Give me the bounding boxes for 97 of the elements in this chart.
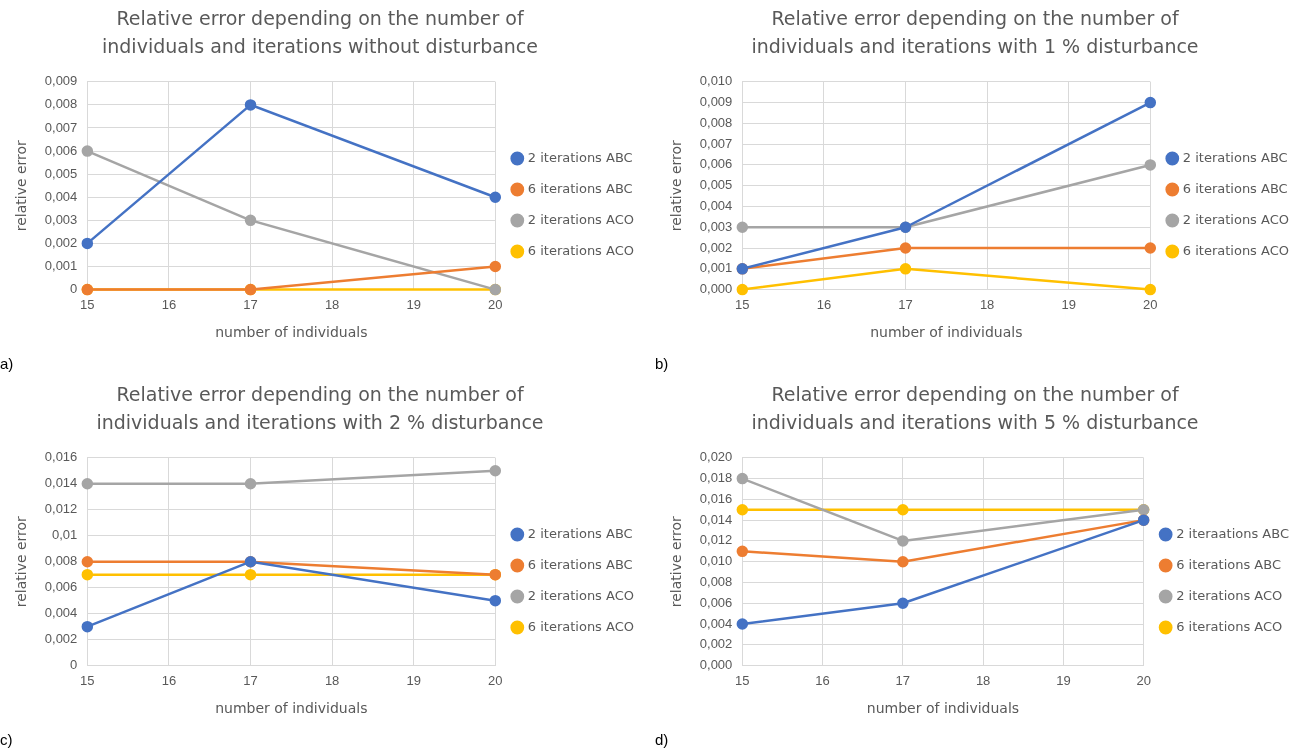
y-tick-label: 0,008 [44,553,78,569]
x-tick-label: 17 [898,296,913,312]
legend-label: 2 iterations ABC [1182,149,1288,165]
legend-label: 2 iterations ACO [1182,211,1289,227]
x-axis-title: number of individuals [215,700,368,717]
x-tick-label: 18 [324,296,340,312]
text: b) [655,355,669,372]
y-tick-label: 0,006 [44,579,78,595]
x-tick-label: 17 [243,672,258,688]
x-axis-title: number of individuals [215,324,368,341]
x-tick-label: 15 [80,296,95,312]
y-axis-title: relative error [13,139,30,232]
x-tick-label: 16 [161,296,177,312]
legend-label: 6 iterations ABC [1176,556,1282,572]
y-tick-label: 0,002 [44,631,78,647]
x-tick-label: 16 [815,672,830,688]
legend-label: 6 iterations ACO [1176,618,1283,634]
y-axis-title: relative error [13,515,30,608]
legend-label: 2 iterations ACO [527,587,634,603]
x-tick-label: 19 [1056,672,1071,688]
y-tick-label: 0,012 [699,532,733,548]
x-axis-title: number of individuals [870,324,1023,341]
y-tick-label: 0,006 [699,594,733,610]
y-tick-label: 0,008 [699,574,733,590]
y-tick-label: 0,007 [699,135,733,151]
y-tick-label: 0,010 [699,73,733,89]
y-tick-label: 0,005 [44,165,78,181]
x-tick-label: 19 [1061,296,1076,312]
y-tick-label: 0,004 [699,198,733,214]
x-tick-label: 17 [895,672,911,688]
x-tick-label: 18 [324,672,340,688]
legend-label: 2 iterations ACO [1176,587,1283,603]
y-tick-label: 0,008 [44,96,78,112]
y-tick-label: 0,006 [44,142,78,158]
x-tick-label: 16 [161,672,177,688]
y-tick-label: 0,01 [52,527,78,543]
y-tick-label: 0,007 [44,119,78,135]
y-tick-label: 0,018 [699,470,733,486]
legend-label: 6 iterations ABC [527,556,633,572]
x-tick-label: 19 [406,672,421,688]
y-tick-label: 0,016 [44,449,78,465]
legend-label: 2 iterations ABC [527,525,633,541]
y-tick-label: 0,003 [699,218,733,234]
y-tick-label: 0,010 [699,553,733,569]
y-tick-label: 0,006 [699,156,733,172]
y-tick-label: 0,001 [699,260,733,276]
chart-title: Relative error depending on the number of individuals and iterations without disturbance [101,6,539,59]
x-tick-label: 20 [1136,672,1151,688]
y-tick-label: 0,004 [44,188,78,204]
legend-label: 2 iteraations ABC [1176,525,1289,541]
x-axis-title: number of individuals [866,700,1020,717]
text: d) [655,731,669,748]
text: c) [0,731,13,748]
y-tick-label: 0,003 [44,211,78,227]
x-tick-label: 20 [488,672,503,688]
x-tick-label: 19 [406,296,421,312]
x-tick-label: 18 [979,296,995,312]
y-tick-label: 0,014 [699,511,733,527]
legend-label: 6 iterations ABC [1182,180,1288,196]
y-tick-label: 0,008 [699,114,733,130]
x-tick-label: 15 [735,296,750,312]
legend-label: 6 iterations ACO [1182,242,1289,258]
y-tick-label: 0,004 [699,615,733,631]
legend-label: 2 iterations ABC [527,149,633,165]
y-axis-title: relative error [668,139,685,232]
y-tick-label: 0,009 [699,94,733,110]
x-tick-label: 18 [975,672,991,688]
y-tick-label: 0,012 [44,501,78,517]
y-tick-label: 0,001 [44,258,78,274]
legend-label: 6 iterations ACO [527,242,634,258]
y-tick-label: 0,005 [699,177,733,193]
x-tick-label: 15 [80,672,95,688]
chart-title: Relative error depending on the number of individuals and iterations with 5 % disturbance [750,382,1200,435]
x-tick-label: 17 [243,296,258,312]
legend-label: 6 iterations ABC [527,180,633,196]
y-tick-label: 0,000 [699,281,733,297]
x-tick-label: 20 [1143,296,1158,312]
x-tick-label: 16 [816,296,832,312]
y-tick-label: 0,016 [699,490,733,506]
y-tick-label: 0,009 [44,73,78,89]
y-axis-title: relative error [668,515,685,608]
y-tick-label: 0,004 [44,605,78,621]
chart-title: Relative error depending on the number of individuals and iterations with 2 % disturbance [95,382,545,435]
y-tick-label: 0,000 [699,657,733,673]
y-tick-label: 0,002 [44,235,78,250]
y-tick-label: 0,002 [699,239,733,255]
y-tick-label: 0,002 [699,636,733,652]
x-tick-label: 20 [488,296,503,312]
y-tick-label: 0 [70,281,78,297]
y-tick-label: 0 [70,657,78,673]
legend-label: 6 iterations ACO [527,618,634,634]
y-tick-label: 0,014 [44,475,78,491]
x-tick-label: 15 [735,672,750,688]
y-tick-label: 0,020 [699,449,733,465]
chart-title: Relative error depending on the number of individuals and iterations with 1 % disturbance [750,6,1200,59]
legend-label: 2 iterations ACO [527,211,634,227]
text: a) [0,355,14,372]
